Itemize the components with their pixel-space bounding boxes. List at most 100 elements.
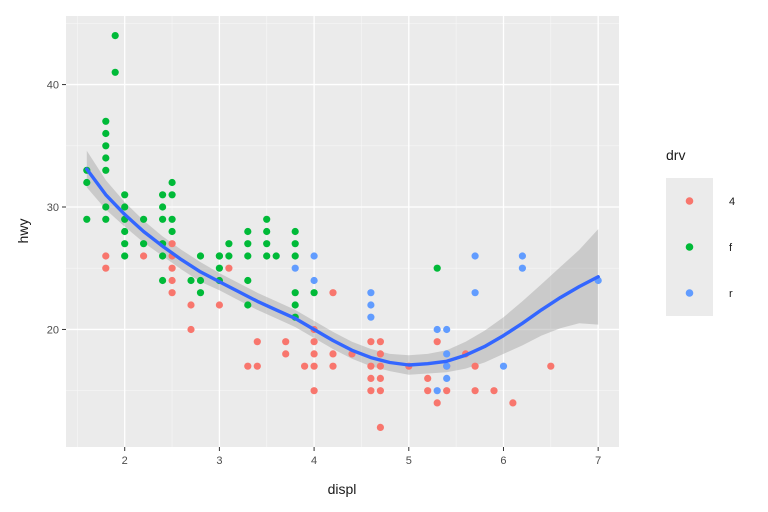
point-f: [159, 215, 167, 223]
point-f: [291, 240, 299, 248]
point-4: [376, 362, 384, 370]
point-f: [225, 240, 233, 248]
legend-key-4: [685, 197, 694, 205]
point-f: [121, 203, 129, 211]
point-f: [168, 191, 176, 199]
point-4: [329, 362, 337, 370]
point-4: [244, 362, 252, 370]
point-f: [102, 166, 110, 174]
point-4: [376, 423, 384, 431]
y-axis-title: hwy: [15, 219, 31, 244]
point-r: [310, 252, 318, 260]
point-f: [263, 227, 271, 236]
point-4: [187, 301, 195, 309]
point-4: [168, 276, 176, 285]
point-4: [225, 264, 233, 272]
point-r: [367, 289, 375, 297]
point-4: [301, 362, 309, 370]
point-4: [376, 374, 384, 382]
point-4: [215, 301, 223, 309]
x-axis-title: displ: [328, 481, 357, 497]
point-4: [424, 387, 432, 395]
point-r: [433, 387, 441, 395]
point-4: [367, 374, 375, 382]
legend-key-r: [685, 289, 694, 297]
point-r: [518, 252, 527, 260]
point-f: [187, 276, 195, 285]
point-4: [168, 240, 176, 248]
point-f: [291, 227, 299, 236]
point-4: [187, 325, 195, 334]
point-f: [244, 240, 252, 248]
point-4: [424, 374, 432, 382]
point-f: [263, 240, 271, 248]
point-f: [159, 203, 167, 211]
legend-entries: 4 f r: [685, 196, 735, 300]
point-r: [518, 264, 527, 272]
point-f: [215, 264, 223, 272]
point-f: [168, 178, 176, 187]
x-tick-label: 4: [311, 455, 317, 467]
point-f: [159, 191, 167, 199]
point-4: [376, 350, 384, 358]
x-tick-label: 3: [216, 455, 222, 467]
point-r: [499, 362, 508, 370]
point-4: [253, 338, 261, 346]
point-f: [272, 252, 280, 260]
legend-label-r: r: [729, 288, 733, 300]
point-f: [291, 252, 299, 260]
legend-label-4: 4: [729, 196, 735, 208]
smooth-curve: [85, 167, 600, 367]
point-4: [310, 387, 318, 395]
point-4: [490, 387, 498, 395]
point-4: [367, 387, 375, 395]
point-f: [159, 276, 167, 285]
point-f: [140, 215, 148, 223]
legend-title: drv: [666, 147, 685, 163]
x-tick-label: 6: [500, 455, 506, 467]
point-f: [168, 227, 176, 236]
point-f: [225, 252, 233, 260]
point-r: [471, 252, 479, 260]
point-4: [168, 289, 176, 297]
point-f: [121, 240, 129, 248]
x-axis-ticks: 2 3 4 5 6 7: [122, 447, 601, 467]
point-f: [121, 191, 129, 199]
point-r: [443, 362, 451, 370]
point-f: [168, 215, 176, 223]
point-f: [196, 276, 205, 285]
point-4: [376, 387, 384, 395]
point-f: [433, 264, 441, 272]
point-4: [433, 399, 441, 407]
point-f: [111, 31, 119, 40]
point-f: [196, 252, 205, 260]
point-4: [102, 252, 110, 260]
point-f: [215, 252, 223, 260]
y-axis-ticks: 20 30 40: [47, 80, 66, 336]
point-f: [102, 203, 110, 211]
point-r: [443, 325, 451, 334]
point-f: [310, 289, 318, 297]
smooth-line: [85, 167, 600, 367]
y-tick-label: 30: [47, 202, 59, 214]
point-4: [310, 350, 318, 358]
point-r: [443, 350, 451, 358]
point-4: [367, 362, 375, 370]
point-f: [83, 178, 91, 187]
point-f: [102, 129, 110, 138]
point-f: [159, 252, 167, 260]
point-f: [102, 117, 110, 125]
point-4: [376, 338, 384, 346]
plot-panel: [66, 16, 619, 447]
legend-key-f: [685, 243, 694, 251]
point-4: [433, 338, 441, 346]
point-4: [329, 350, 337, 358]
point-4: [310, 338, 318, 346]
point-f: [121, 252, 129, 260]
point-4: [547, 362, 555, 370]
legend-label-f: f: [729, 242, 733, 254]
point-4: [443, 387, 451, 395]
point-f: [140, 240, 148, 248]
point-f: [291, 301, 299, 309]
point-4: [102, 264, 110, 272]
